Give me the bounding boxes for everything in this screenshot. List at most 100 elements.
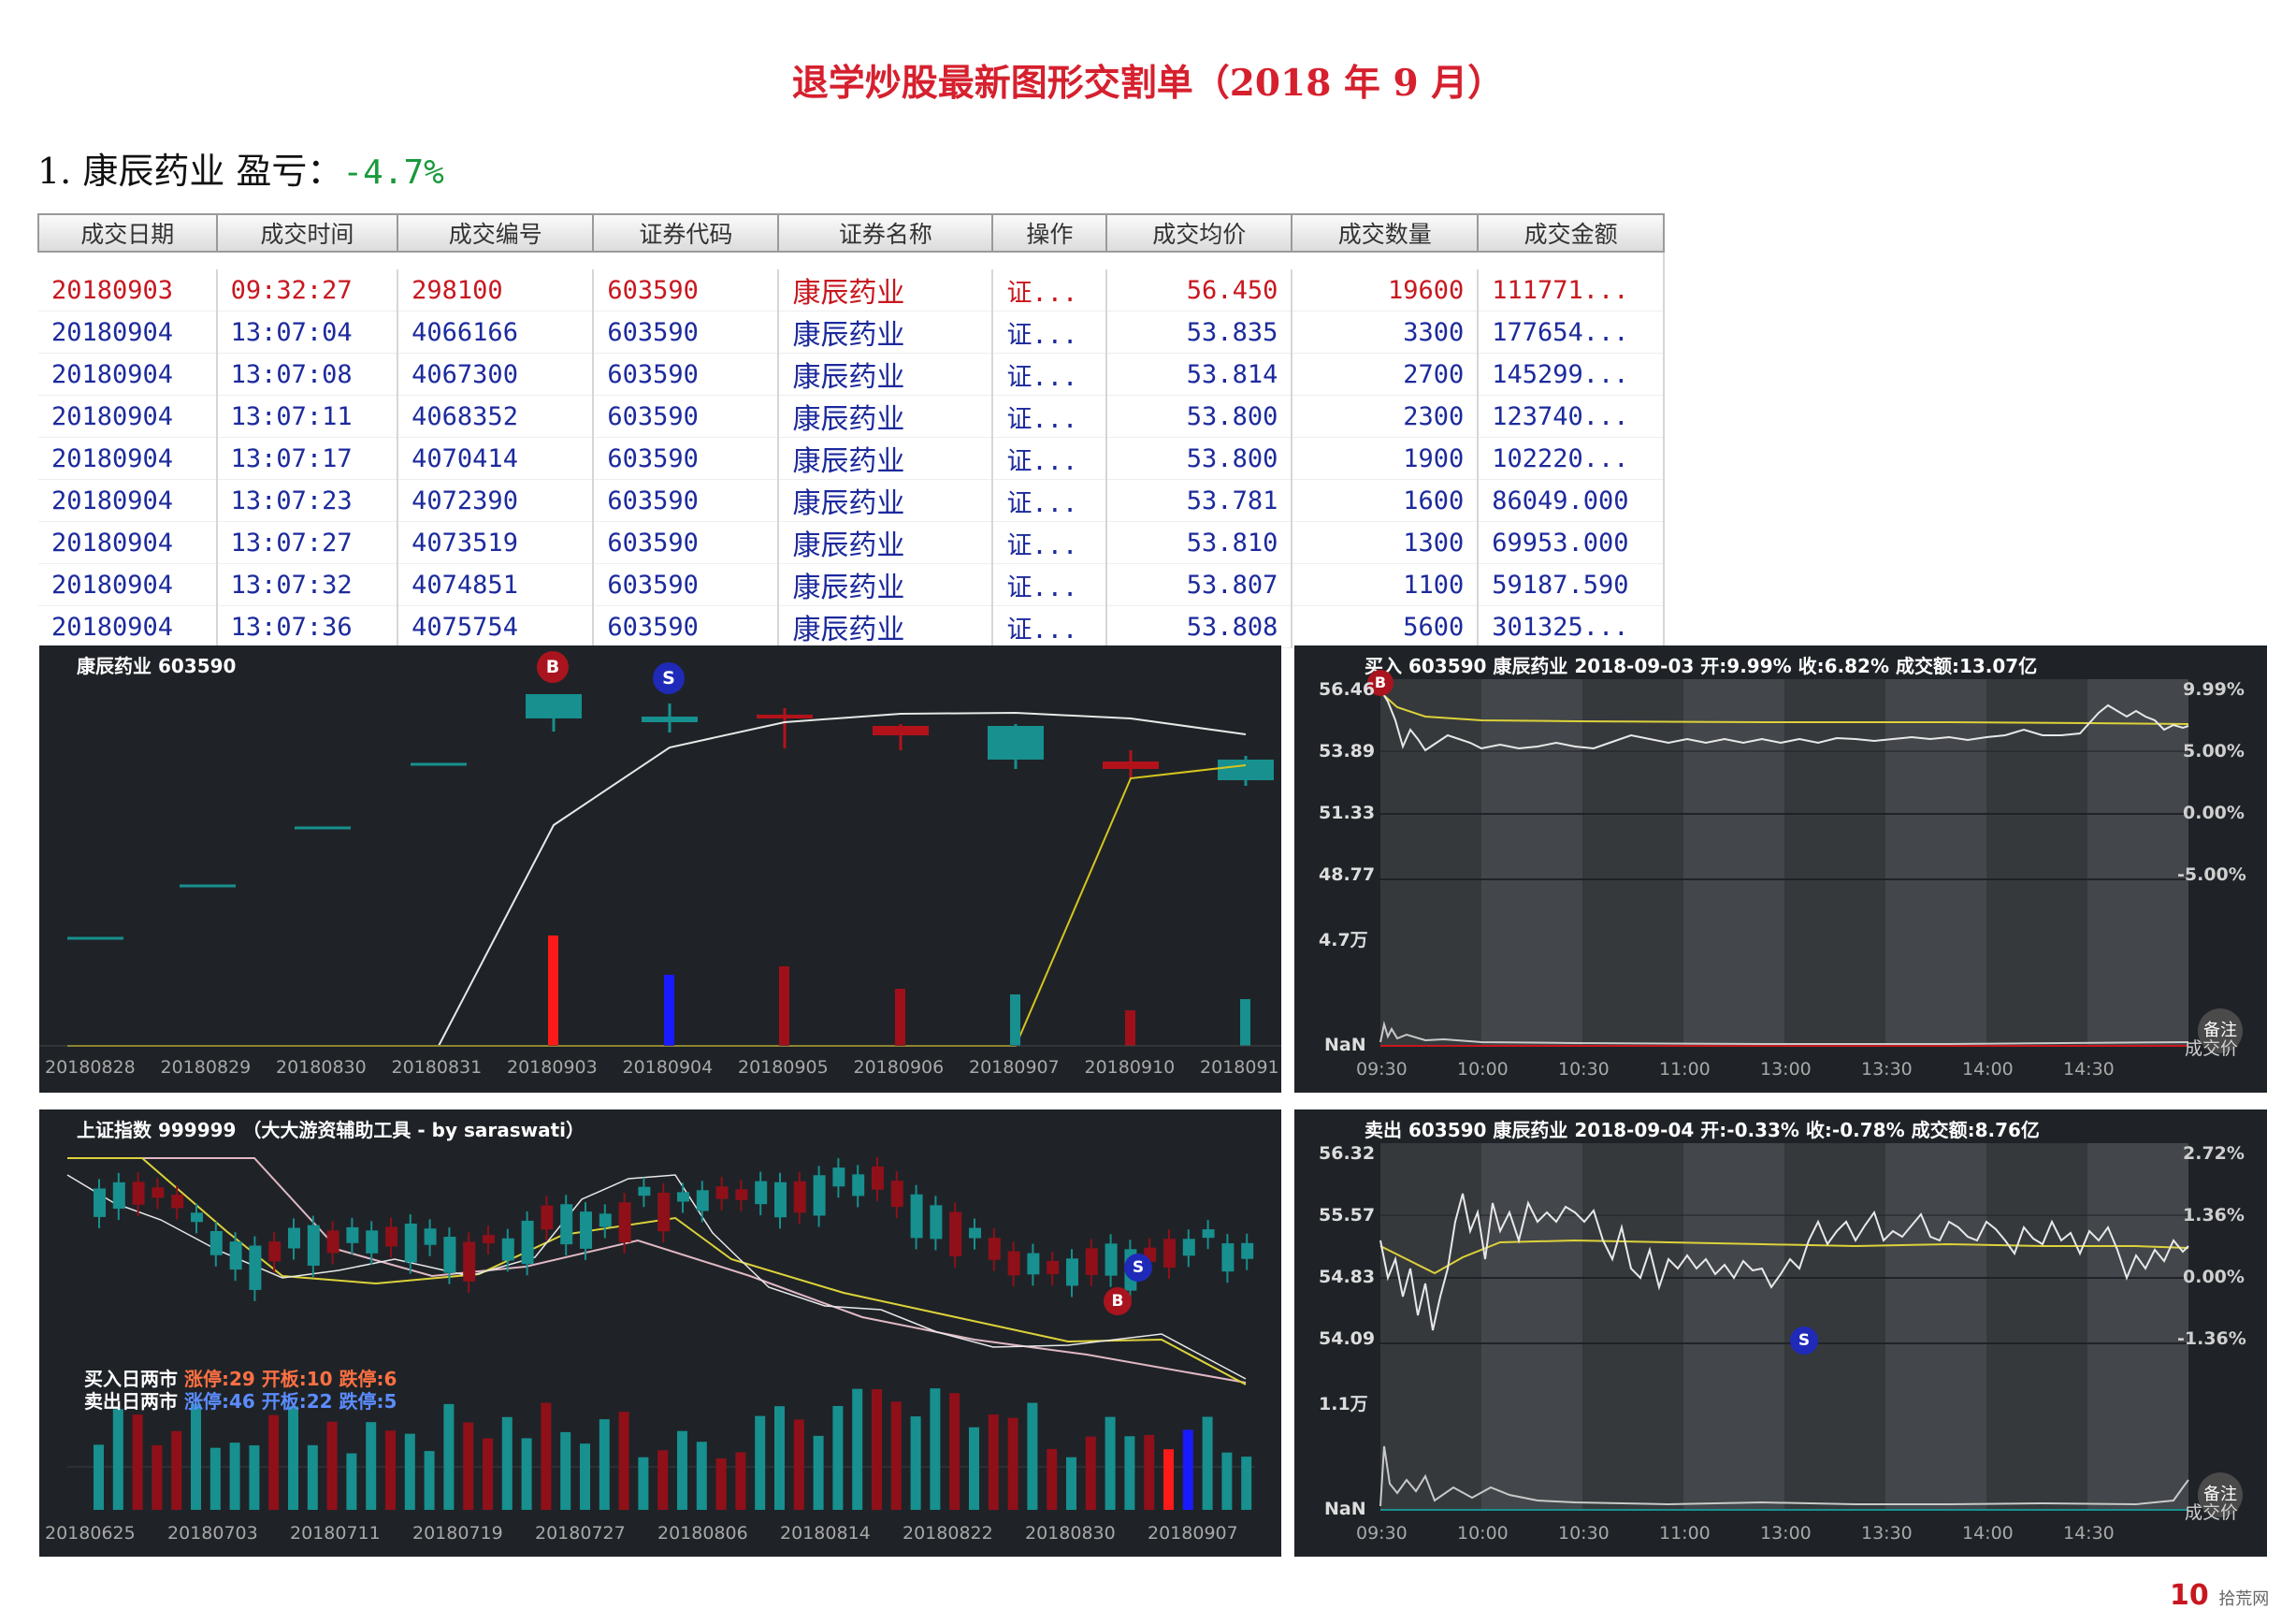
sell-marker: S — [653, 662, 685, 694]
operation-cell: 证... — [992, 395, 1108, 438]
index-volume-bar — [385, 1430, 396, 1510]
avg-price-cell: 56.450 — [1106, 269, 1293, 312]
trade-date-cell: 20180904 — [38, 437, 218, 480]
axis-tick-label: 13:00 — [1760, 1059, 1812, 1080]
col-header[interactable]: 成交时间 — [215, 213, 399, 253]
buy-day-values: 涨停:29 开板:10 跌停:6 — [183, 1368, 397, 1390]
index-candle — [463, 1241, 476, 1282]
index-volume-bar — [171, 1430, 182, 1510]
col-header[interactable]: 成交金额 — [1477, 213, 1665, 253]
index-candle — [1221, 1243, 1235, 1272]
col-header[interactable]: 证券代码 — [592, 213, 780, 253]
axis-tick-label: 20180903 — [507, 1057, 598, 1078]
index-candle — [1105, 1243, 1118, 1276]
index-volume-bar — [774, 1406, 785, 1510]
spacer-row — [38, 252, 1665, 269]
index-volume-bar — [988, 1414, 999, 1510]
axis-tick-label: 14:00 — [1962, 1523, 2014, 1544]
index-candle — [696, 1190, 709, 1211]
stock-name-cell: 康辰药业 — [778, 395, 994, 438]
buy-intraday-chart — [1379, 679, 2189, 1047]
index-candle — [1066, 1258, 1078, 1286]
index-candle — [599, 1213, 612, 1227]
index-candle — [852, 1174, 865, 1196]
index-candle — [385, 1226, 397, 1247]
table-row[interactable]: 20180904 13:07:36 4075754 603590 康辰药业 证... 53.… — [38, 605, 1665, 648]
col-header[interactable]: 操作 — [991, 213, 1108, 253]
col-header[interactable]: 证券名称 — [777, 213, 994, 253]
quantity-cell: 2300 — [1292, 395, 1480, 438]
index-volume-bar — [696, 1442, 707, 1510]
panel-title: 买入 603590 康辰药业 2018-09-03 开:9.99% 收:6.82… — [1365, 655, 2038, 677]
trade-time-cell: 09:32:27 — [216, 269, 399, 312]
corner-label: 成交价 — [2185, 1502, 2239, 1523]
note-button[interactable]: 备注 — [2198, 1472, 2243, 1517]
col-header[interactable]: 成交数量 — [1291, 213, 1480, 253]
index-candle — [677, 1192, 689, 1202]
axis-tick-label: 20180806 — [657, 1523, 748, 1544]
index-volume-bar — [910, 1416, 921, 1510]
volume-bottom-label: NaN — [1324, 1035, 1366, 1055]
table-row[interactable]: 20180904 13:07:32 4074851 603590 康辰药业 证... 53.… — [38, 563, 1665, 606]
index-volume-bar — [112, 1409, 123, 1510]
quantity-cell: 5600 — [1292, 605, 1480, 648]
index-volume-bar — [94, 1444, 104, 1510]
axis-tick-label: 20180831 — [391, 1057, 483, 1078]
operation-cell: 证... — [992, 311, 1108, 354]
index-candle — [521, 1220, 534, 1265]
y-axis-right-label: 9.99% — [2183, 679, 2245, 700]
axis-tick-label: 13:30 — [1861, 1523, 1913, 1544]
trade-time-cell: 13:07:11 — [216, 395, 399, 438]
avg-price-cell: 53.781 — [1106, 479, 1293, 522]
quantity-cell: 19600 — [1292, 269, 1480, 312]
index-candle — [229, 1241, 242, 1270]
table-row[interactable]: 20180904 13:07:11 4068352 603590 康辰药业 证... 53.… — [38, 395, 1665, 438]
index-volume-bar — [735, 1452, 746, 1510]
stock-code-cell: 603590 — [593, 311, 780, 354]
sell-day-stats: 卖出日两市 涨停:46 开板:22 跌停:5 — [84, 1386, 397, 1414]
axis-tick-label: 20180910 — [1084, 1057, 1176, 1078]
trade-id-cell: 4074851 — [397, 563, 595, 606]
table-row[interactable]: 20180904 13:07:17 4070414 603590 康辰药业 证... 53.… — [38, 437, 1665, 480]
col-header[interactable]: 成交日期 — [37, 213, 218, 253]
y-axis-right-label: 0.00% — [2183, 1267, 2245, 1287]
col-header[interactable]: 成交均价 — [1105, 213, 1293, 253]
index-candle — [501, 1238, 514, 1261]
col-header[interactable]: 成交编号 — [397, 213, 595, 253]
index-panel: 上证指数 999999 （大大游资辅助工具 - by saraswati） B … — [39, 1109, 1281, 1557]
trade-time-cell: 13:07:17 — [216, 437, 399, 480]
operation-cell: 证... — [992, 437, 1108, 480]
note-button[interactable]: 备注 — [2198, 1008, 2243, 1053]
index-volume-bar — [890, 1401, 902, 1510]
table-row[interactable]: 20180904 13:07:08 4067300 603590 康辰药业 证... 53.… — [38, 353, 1665, 396]
table-row[interactable]: 20180904 13:07:23 4072390 603590 康辰药业 证... 53.… — [38, 479, 1665, 522]
stock-name-cell: 康辰药业 — [778, 521, 994, 564]
index-candle — [949, 1211, 962, 1256]
index-volume-bar — [268, 1414, 280, 1510]
index-volume-bar — [1047, 1448, 1058, 1510]
axis-tick-label: 20180829 — [160, 1057, 252, 1078]
index-kline-chart — [66, 1156, 1255, 1510]
avg-price-cell: 53.814 — [1106, 353, 1293, 396]
operation-cell: 证... — [992, 563, 1108, 606]
index-candle — [132, 1182, 145, 1205]
index-volume-bar — [191, 1403, 201, 1510]
index-candle — [443, 1237, 456, 1273]
index-volume-bar — [560, 1431, 571, 1510]
index-volume-bar — [1105, 1416, 1116, 1510]
stock-code-cell: 603590 — [593, 521, 780, 564]
stock-code-cell: 603590 — [593, 353, 780, 396]
table-row[interactable]: 20180904 13:07:04 4066166 603590 康辰药业 证... 53.… — [38, 311, 1665, 354]
table-row[interactable]: 20180904 13:07:27 4073519 603590 康辰药业 证... 53.… — [38, 521, 1665, 564]
index-volume-bar — [1066, 1457, 1076, 1510]
trade-date-cell: 20180904 — [38, 395, 218, 438]
index-candle — [1202, 1229, 1215, 1239]
trade-id-cell: 4073519 — [397, 521, 595, 564]
index-volume-bar — [618, 1412, 629, 1510]
table-row[interactable]: 20180903 09:32:27 298100 603590 康辰药业 证... 56.4… — [38, 269, 1665, 312]
stock-name-cell: 康辰药业 — [778, 353, 994, 396]
index-candle — [249, 1245, 262, 1290]
index-candle — [112, 1182, 125, 1210]
y-axis-right-label: 1.36% — [2183, 1205, 2245, 1225]
avg-price-cell: 53.800 — [1106, 395, 1293, 438]
